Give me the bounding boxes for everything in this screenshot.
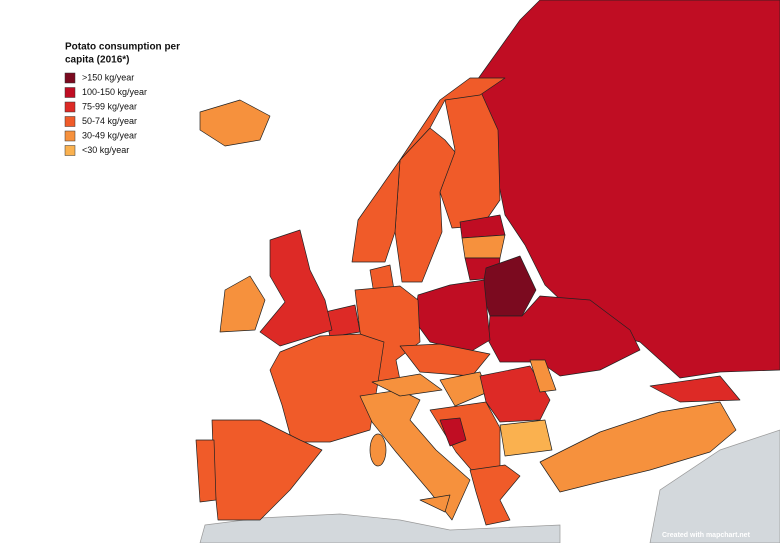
region: [413, 279, 491, 353]
region: [359, 389, 471, 521]
legend-swatch: [64, 101, 76, 113]
middle-east: [649, 429, 780, 543]
region: [529, 359, 557, 393]
legend: Potato consumption per capita (2016*) >1…: [64, 42, 180, 156]
legend-swatch: [64, 116, 76, 127]
region: [419, 494, 451, 513]
region: [371, 373, 443, 397]
region: [199, 99, 271, 147]
region: [269, 333, 385, 443]
region: [195, 439, 217, 503]
legend-label: 50-74 kg/year: [82, 116, 137, 126]
region: [487, 295, 641, 377]
region: [351, 77, 506, 263]
legend-swatch: [64, 87, 76, 98]
region: [369, 433, 387, 467]
legend-title: Potato consumption per: [65, 42, 180, 53]
legend-swatch: [64, 72, 76, 84]
region: [461, 234, 506, 259]
legend-swatch: [64, 130, 76, 142]
region: [399, 343, 491, 377]
region: [539, 401, 737, 493]
africa: [199, 513, 561, 543]
legend-swatch: [64, 145, 76, 156]
map-regions: [195, 0, 780, 543]
region: [499, 419, 553, 457]
footer: Created with mapchart.net: [662, 532, 751, 539]
region: [439, 417, 467, 447]
region: [394, 127, 456, 283]
region: [259, 229, 333, 347]
region: [219, 275, 266, 333]
region: [649, 375, 741, 403]
legend-label: 100-150 kg/year: [82, 87, 147, 97]
legend-label: >150 kg/year: [82, 72, 134, 82]
legend-label: <30 kg/year: [82, 145, 129, 155]
legend-title: capita (2016*): [65, 55, 129, 66]
region: [469, 464, 521, 526]
legend-label: 75-99 kg/year: [82, 101, 137, 111]
legend-label: 30-49 kg/year: [82, 130, 137, 140]
